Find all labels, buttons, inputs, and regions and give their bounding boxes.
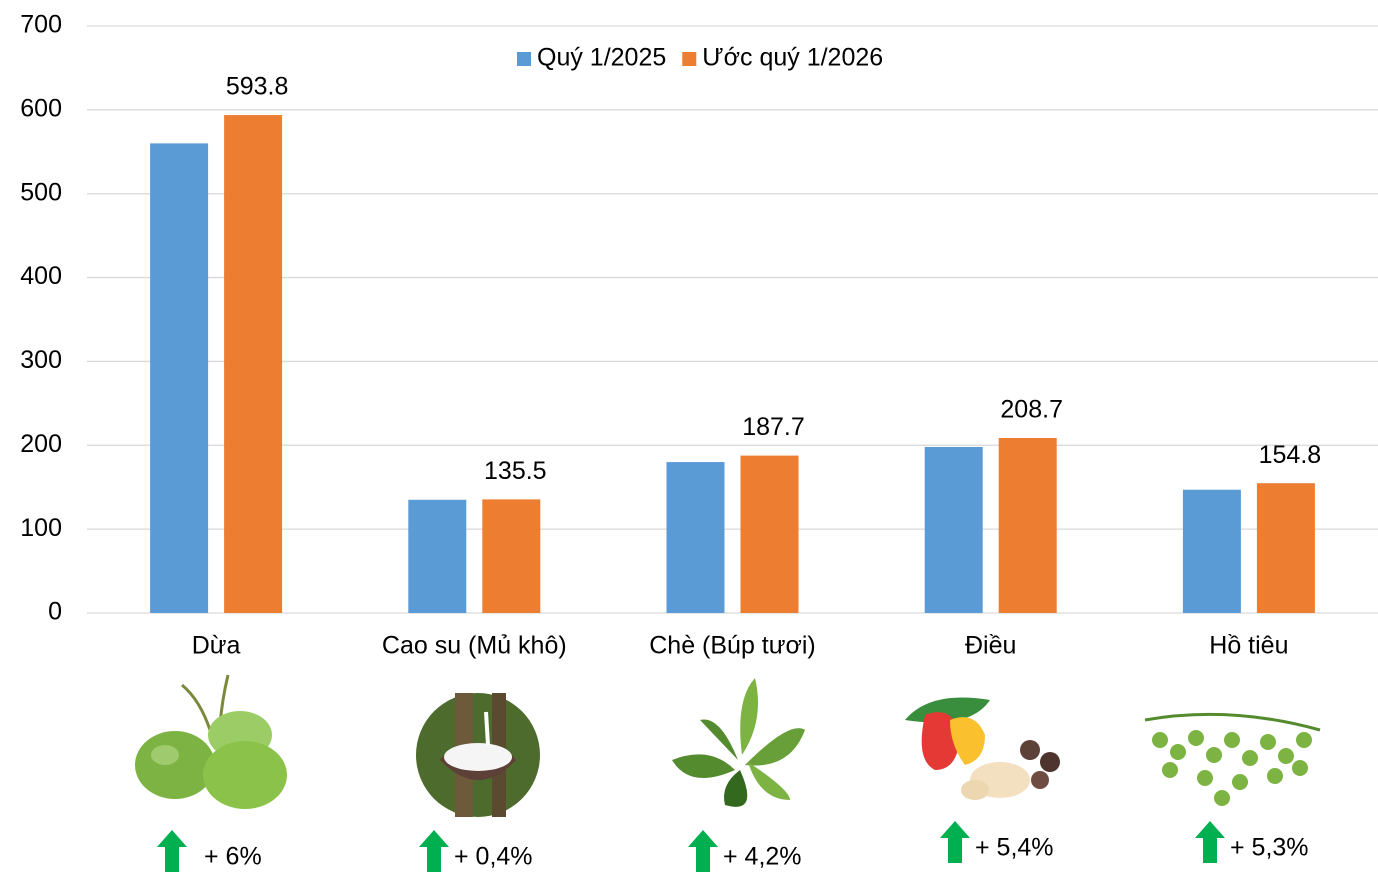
growth-annotation: + 5,3% [1230, 834, 1309, 862]
up-arrow [1195, 821, 1225, 863]
cashew-image [905, 698, 1060, 801]
up-arrow [688, 830, 718, 872]
bar [1183, 490, 1241, 613]
x-tick-label: Dừa [192, 632, 241, 660]
x-tick-label: Hồ tiêu [1209, 632, 1288, 660]
data-label: 154.8 [1259, 441, 1322, 469]
data-label: 135.5 [484, 457, 547, 485]
y-tick-label: 100 [20, 514, 62, 542]
bar [224, 115, 282, 613]
x-tick-label: Cao su (Mủ khô) [382, 632, 567, 660]
y-tick-label: 700 [20, 11, 62, 39]
y-tick-label: 400 [20, 262, 62, 290]
bar [150, 143, 208, 613]
y-tick-label: 600 [20, 94, 62, 122]
y-tick-label: 300 [20, 346, 62, 374]
y-tick-label: 200 [20, 430, 62, 458]
y-tick-label: 0 [48, 598, 62, 626]
x-tick-label: Điều [965, 632, 1016, 660]
growth-annotation: + 6% [204, 843, 262, 871]
up-arrow [157, 830, 187, 872]
up-arrow [419, 830, 449, 872]
growth-annotation: + 5,4% [975, 834, 1054, 862]
data-label: 208.7 [1000, 396, 1063, 424]
bar [1257, 483, 1315, 613]
legend-swatch [682, 52, 696, 66]
legend-swatch [517, 52, 531, 66]
growth-annotation: + 0,4% [454, 843, 533, 871]
y-tick-label: 500 [20, 178, 62, 206]
data-label: 187.7 [742, 413, 805, 441]
bar [999, 438, 1057, 613]
growth-annotation: + 4,2% [723, 843, 802, 871]
rubber-image [416, 693, 540, 817]
up-arrow [940, 821, 970, 863]
chart: 0 100 200 300 400 500 600 700 593.8 135.5 187.7 208… [0, 0, 1378, 872]
bar [408, 500, 466, 613]
data-label: 593.8 [226, 73, 289, 101]
legend-label: Ước quý 1/2026 [702, 44, 883, 72]
bar [741, 456, 799, 613]
x-tick-label: Chè (Búp tươi) [649, 632, 816, 660]
bar [667, 462, 725, 613]
coconut-image [135, 675, 287, 809]
bar [482, 499, 540, 613]
legend-label: Quý 1/2025 [537, 44, 666, 72]
bar [925, 447, 983, 613]
pepper-image [1145, 714, 1320, 806]
tea-image [672, 678, 805, 807]
